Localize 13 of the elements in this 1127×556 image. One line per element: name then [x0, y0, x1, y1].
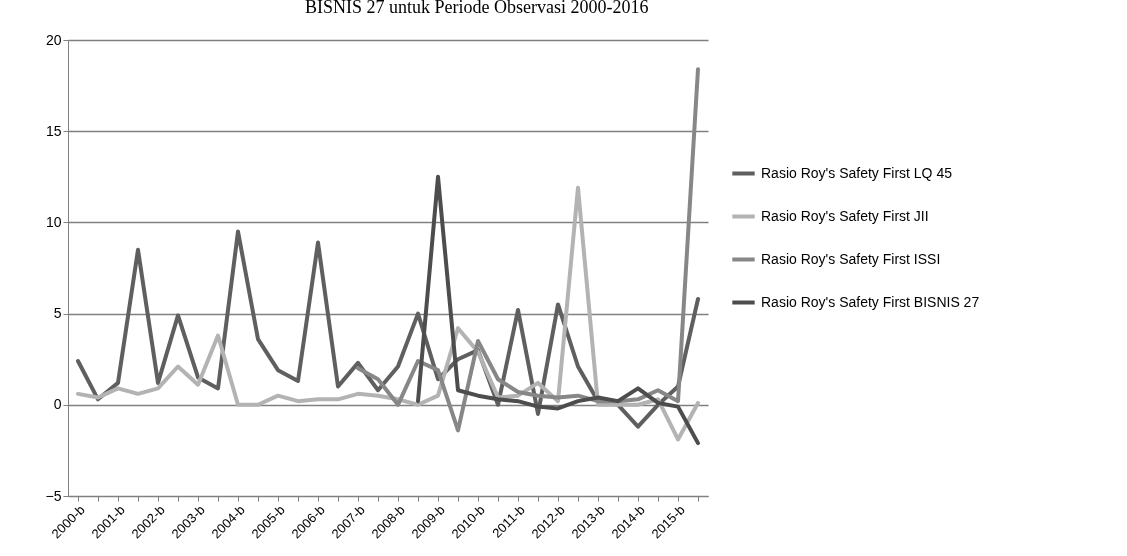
legend-label: Rasio Roy's Safety First ISSI — [761, 250, 941, 267]
legend-label: Rasio Roy's Safety First LQ 45 — [761, 164, 953, 181]
legend-label: Rasio Roy's Safety First JII — [761, 207, 929, 224]
legend-label: Rasio Roy's Safety First BISNIS 27 — [761, 293, 980, 310]
y-tick-label: −5 — [45, 487, 62, 504]
line-series — [76, 185, 700, 442]
y-tick-label: 10 — [45, 213, 62, 230]
y-tick-label: 5 — [53, 305, 62, 322]
y-tick-label: 15 — [45, 122, 62, 139]
line-series — [416, 174, 700, 446]
y-tick-label: 20 — [45, 31, 62, 48]
y-tick-label: 0 — [53, 396, 62, 413]
chart-title: BISNIS 27 untuk Periode Observasi 2000-2016 — [305, 0, 649, 17]
